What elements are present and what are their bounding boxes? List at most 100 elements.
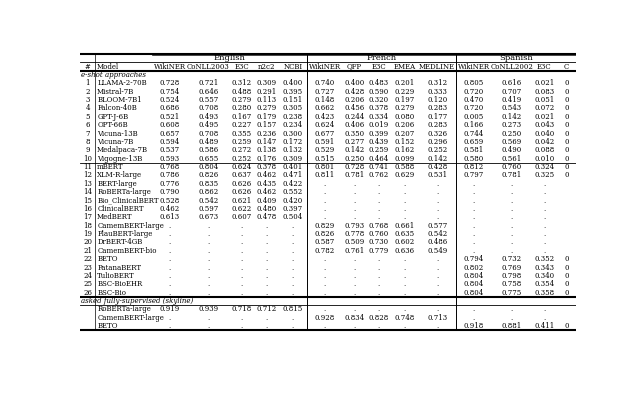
Text: 0.509: 0.509	[344, 239, 365, 247]
Text: 0.177: 0.177	[427, 113, 447, 121]
Text: 17: 17	[83, 213, 92, 221]
Text: 0.099: 0.099	[394, 155, 415, 163]
Text: Medalpaca-7B: Medalpaca-7B	[97, 146, 148, 154]
Text: .: .	[292, 222, 294, 230]
Text: .: .	[266, 314, 268, 322]
Text: OPT-66B: OPT-66B	[97, 121, 128, 129]
Text: .: .	[472, 180, 475, 188]
Text: 0.291: 0.291	[257, 87, 276, 96]
Text: .: .	[353, 264, 356, 272]
Text: 0.657: 0.657	[160, 129, 180, 137]
Text: .: .	[207, 239, 210, 247]
Text: ClinicalBERT: ClinicalBERT	[97, 205, 144, 213]
Text: 0.594: 0.594	[160, 138, 180, 146]
Text: XLM-R-large: XLM-R-large	[97, 171, 142, 179]
Text: 0.435: 0.435	[257, 180, 276, 188]
Text: 0.142: 0.142	[427, 155, 447, 163]
Text: 0.312: 0.312	[427, 79, 447, 87]
Text: 0.148: 0.148	[314, 96, 335, 104]
Text: 0.273: 0.273	[502, 121, 522, 129]
Text: 0.334: 0.334	[369, 113, 388, 121]
Text: .: .	[543, 314, 545, 322]
Text: .: .	[472, 305, 475, 314]
Text: 0.471: 0.471	[283, 171, 303, 179]
Text: .: .	[241, 314, 243, 322]
Text: 0.531: 0.531	[427, 171, 447, 179]
Text: .: .	[207, 222, 210, 230]
Text: .: .	[323, 255, 326, 263]
Text: Model: Model	[97, 62, 119, 71]
Text: 0: 0	[564, 138, 568, 146]
Text: 0.677: 0.677	[314, 129, 335, 137]
Text: .: .	[207, 314, 210, 322]
Text: 0.636: 0.636	[395, 247, 415, 255]
Text: .: .	[169, 322, 171, 330]
Text: .: .	[169, 280, 171, 289]
Text: 0.480: 0.480	[257, 205, 276, 213]
Text: 0.521: 0.521	[160, 113, 180, 121]
Text: .: .	[404, 188, 406, 196]
Text: .: .	[292, 289, 294, 297]
Text: 0.607: 0.607	[232, 213, 252, 221]
Text: .: .	[472, 188, 475, 196]
Text: 24: 24	[83, 272, 92, 280]
Text: .: .	[207, 280, 210, 289]
Text: 0.279: 0.279	[394, 104, 415, 112]
Text: 0.142: 0.142	[502, 113, 522, 121]
Text: 0: 0	[564, 129, 568, 137]
Text: .: .	[266, 322, 268, 330]
Text: Spanish: Spanish	[499, 54, 532, 62]
Text: Vigogne-13B: Vigogne-13B	[97, 155, 143, 163]
Text: .: .	[169, 222, 171, 230]
Text: 0: 0	[564, 264, 568, 272]
Text: 0.542: 0.542	[198, 197, 219, 205]
Text: 0.635: 0.635	[395, 230, 415, 238]
Text: .: .	[543, 247, 545, 255]
Text: 0.528: 0.528	[160, 197, 180, 205]
Text: .: .	[404, 180, 406, 188]
Text: 0.581: 0.581	[463, 146, 484, 154]
Text: 19: 19	[83, 230, 92, 238]
Text: 0.167: 0.167	[232, 113, 252, 121]
Text: .: .	[323, 289, 326, 297]
Text: 0: 0	[564, 113, 568, 121]
Text: 0.804: 0.804	[463, 272, 484, 280]
Text: .: .	[543, 305, 545, 314]
Text: .: .	[241, 280, 243, 289]
Text: .: .	[378, 213, 380, 221]
Text: .: .	[266, 289, 268, 297]
Text: 0.279: 0.279	[232, 96, 252, 104]
Text: .: .	[323, 264, 326, 272]
Text: 20: 20	[83, 239, 92, 247]
Text: .: .	[543, 213, 545, 221]
Text: .: .	[353, 180, 356, 188]
Text: .: .	[511, 205, 513, 213]
Text: 0.420: 0.420	[283, 197, 303, 205]
Text: 0.350: 0.350	[344, 129, 365, 137]
Text: .: .	[207, 322, 210, 330]
Text: 0.483: 0.483	[369, 79, 389, 87]
Text: 0.355: 0.355	[232, 129, 252, 137]
Text: FlauBERT-large: FlauBERT-large	[97, 230, 152, 238]
Text: .: .	[543, 188, 545, 196]
Text: CoNLL2002: CoNLL2002	[490, 62, 533, 71]
Text: .: .	[169, 264, 171, 272]
Text: 0.201: 0.201	[394, 79, 415, 87]
Text: 0: 0	[564, 104, 568, 112]
Text: 0.728: 0.728	[160, 79, 180, 87]
Text: 8: 8	[85, 138, 90, 146]
Text: 0.470: 0.470	[463, 96, 484, 104]
Text: .: .	[472, 314, 475, 322]
Text: .: .	[266, 255, 268, 263]
Text: 10: 10	[83, 155, 92, 163]
Text: 0.259: 0.259	[232, 138, 252, 146]
Text: 0.740: 0.740	[314, 79, 335, 87]
Text: 0.797: 0.797	[463, 171, 484, 179]
Text: .: .	[436, 322, 438, 330]
Text: .: .	[472, 197, 475, 205]
Text: .: .	[241, 255, 243, 263]
Text: DrBERT-4GB: DrBERT-4GB	[97, 239, 143, 247]
Text: RoBERTa-large: RoBERTa-large	[97, 188, 151, 196]
Text: .: .	[353, 197, 356, 205]
Text: 9: 9	[85, 146, 90, 154]
